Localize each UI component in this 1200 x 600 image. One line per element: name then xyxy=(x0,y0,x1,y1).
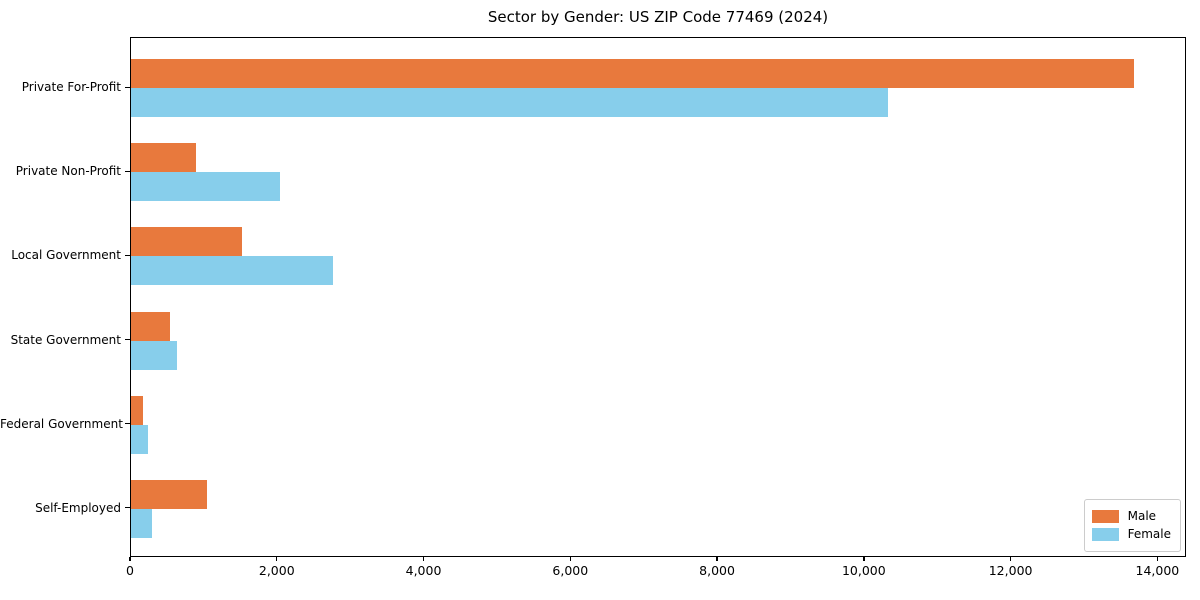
y-tick-label: Local Government xyxy=(11,248,121,263)
bar-male-2 xyxy=(131,143,197,173)
bar-male-1 xyxy=(131,59,1135,89)
y-tick-label: Private Non-Profit xyxy=(15,164,121,179)
y-tick-label: Self-Employed xyxy=(35,500,121,515)
y-tick-label: Private For-Profit xyxy=(21,80,121,95)
y-tick-mark xyxy=(125,86,130,88)
bar-female-6 xyxy=(131,508,153,538)
bar-female-2 xyxy=(131,172,280,202)
y-tick-mark xyxy=(125,254,130,257)
legend-item-male: Male xyxy=(1091,509,1171,524)
bar-male-3 xyxy=(131,227,242,257)
y-tick-mark xyxy=(125,422,130,425)
female-swatch xyxy=(1091,528,1119,541)
x-tick-mark xyxy=(422,557,425,561)
x-tick-label: 8,000 xyxy=(699,563,735,578)
legend-item-female: Female xyxy=(1091,527,1171,542)
x-tick-mark xyxy=(276,557,278,561)
y-tick-mark xyxy=(125,338,130,341)
bar-female-5 xyxy=(131,424,148,454)
bar-female-4 xyxy=(131,340,178,370)
bar-male-5 xyxy=(131,395,143,425)
x-tick-mark xyxy=(569,557,571,561)
x-tick-label: 4,000 xyxy=(405,563,442,578)
x-tick-mark xyxy=(1156,557,1159,561)
y-tick-mark xyxy=(125,170,130,173)
legend-label-female: Female xyxy=(1127,527,1171,541)
y-tick-mark xyxy=(125,507,130,509)
bar-male-6 xyxy=(131,479,208,509)
x-tick-mark xyxy=(129,557,131,561)
x-tick-label: 14,000 xyxy=(1135,563,1180,578)
y-tick-label: State Government xyxy=(10,332,121,347)
bar-female-1 xyxy=(131,88,889,118)
bar-female-3 xyxy=(131,256,334,286)
male-swatch xyxy=(1091,510,1119,523)
chart-title: Sector by Gender: US ZIP Code 77469 (202… xyxy=(487,8,829,26)
x-tick-mark xyxy=(1009,557,1012,561)
x-tick-mark xyxy=(863,557,865,561)
legend-label-male: Male xyxy=(1127,509,1157,523)
plot-area: Male Female xyxy=(130,37,1186,557)
x-tick-mark xyxy=(716,557,718,561)
x-tick-label: 2,000 xyxy=(258,563,295,578)
x-tick-label: 6,000 xyxy=(552,563,589,578)
x-tick-label: 12,000 xyxy=(988,563,1033,578)
x-tick-label: 10,000 xyxy=(841,563,886,578)
bar-male-4 xyxy=(131,311,170,341)
x-tick-label: 0 xyxy=(126,563,134,578)
y-tick-label: Federal Government xyxy=(0,416,123,431)
legend: Male Female xyxy=(1083,499,1181,552)
